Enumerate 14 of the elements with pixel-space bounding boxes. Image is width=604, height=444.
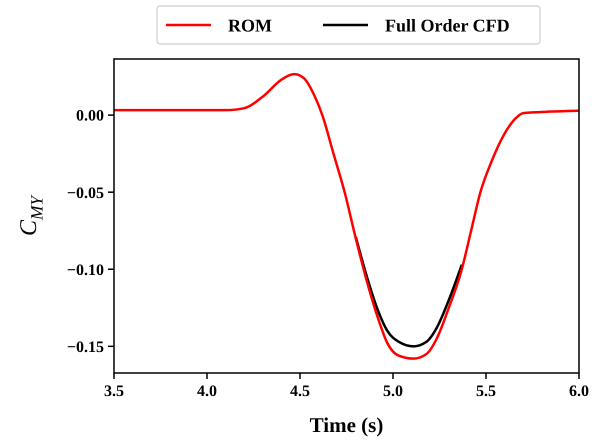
y-tick-label: 0.00: [76, 108, 104, 125]
x-tick-label: 6.0: [569, 383, 589, 400]
y-tick-label: −0.10: [66, 262, 104, 279]
x-tick-label: 4.5: [290, 383, 310, 400]
x-tick-label: 3.5: [104, 383, 124, 400]
x-tick-label: 5.5: [476, 383, 496, 400]
y-tick-label: −0.05: [66, 184, 104, 202]
x-tick-label: 5.0: [383, 383, 403, 400]
legend-label: Full Order CFD: [385, 15, 510, 36]
x-tick-label: 4.0: [197, 383, 217, 400]
x-axis-title: Time (s): [310, 413, 384, 437]
y-tick-label: −0.15: [66, 338, 104, 356]
legend-label: ROM: [228, 15, 272, 36]
line-series: [112, 72, 580, 360]
